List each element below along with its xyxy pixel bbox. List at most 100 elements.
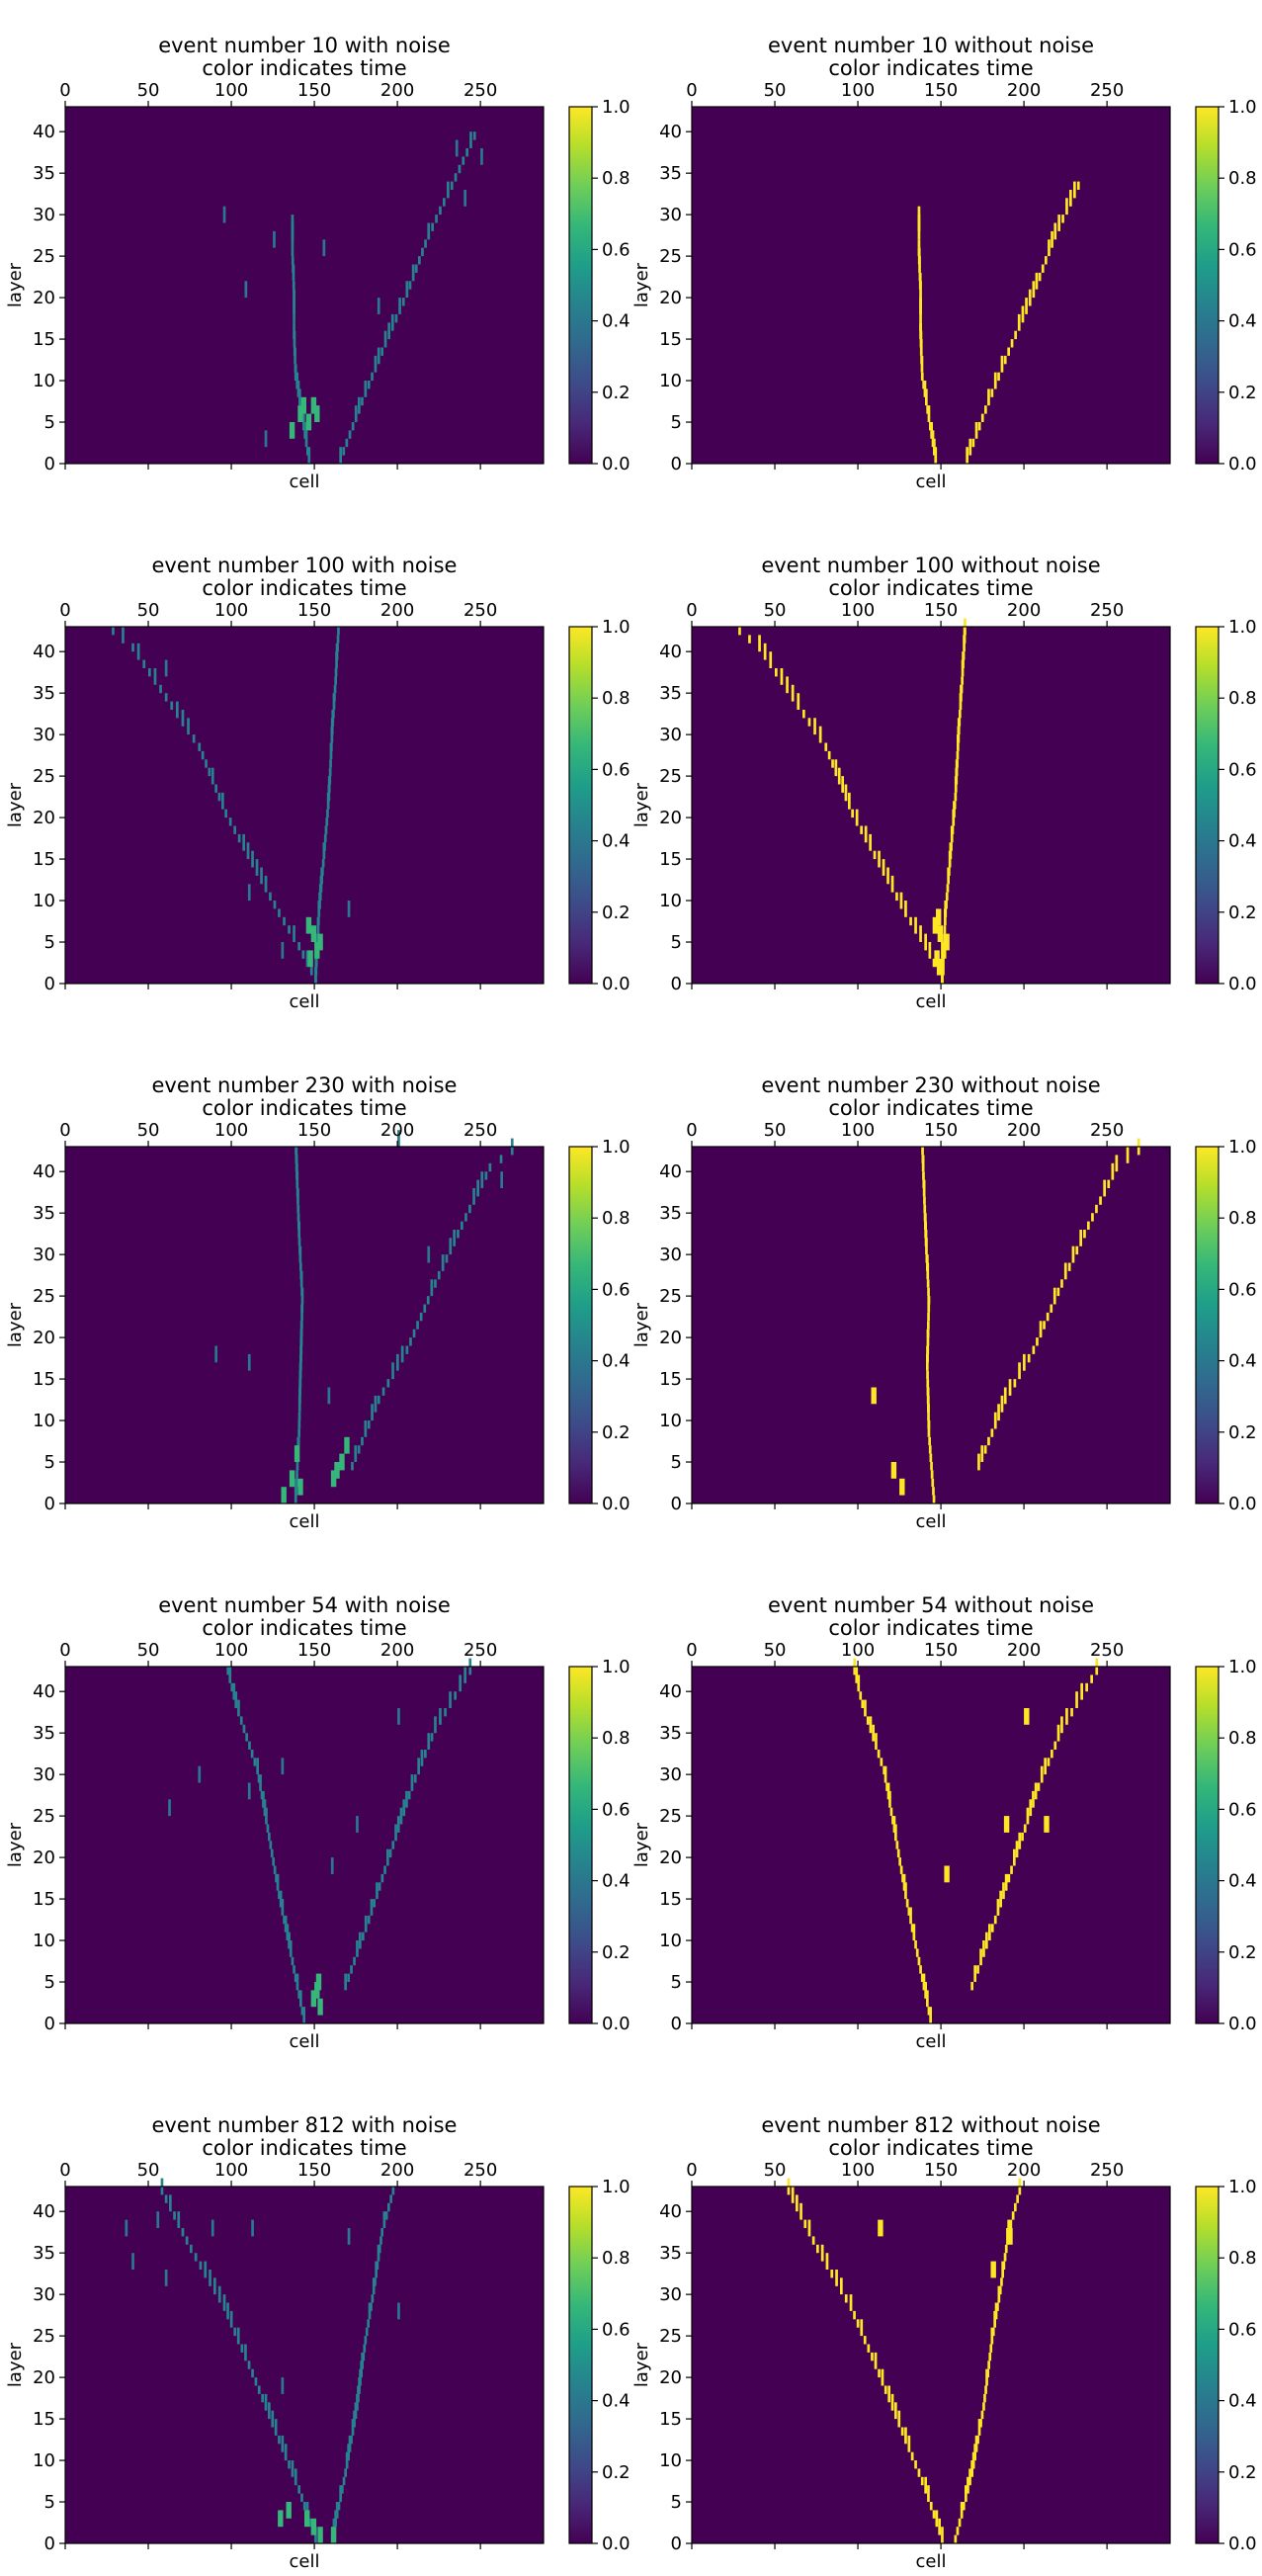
track-hit — [377, 1395, 380, 1405]
track-hit — [294, 2468, 297, 2486]
track-hit — [786, 676, 789, 694]
track-hit — [362, 2352, 366, 2361]
track-hit — [336, 643, 339, 652]
track-hit — [1067, 1262, 1071, 1271]
track-hit — [294, 364, 297, 373]
track-hit — [170, 701, 174, 710]
track-hit — [461, 1221, 463, 1230]
track-hit — [860, 2319, 864, 2337]
track-hit — [1052, 1287, 1056, 1305]
x-tick-label: 0 — [686, 2160, 697, 2181]
track-hit — [807, 718, 811, 727]
track-hit — [1051, 1750, 1053, 1759]
colorbar-tick-label: 0.6 — [602, 2319, 631, 2340]
y-tick-label: 20 — [659, 288, 682, 308]
track-hit — [357, 1445, 361, 1454]
track-hit — [272, 1857, 275, 1866]
track-hit — [924, 2476, 927, 2494]
track-hit — [988, 1924, 991, 1941]
track-hit — [298, 388, 301, 406]
y-tick-label: 40 — [33, 1161, 55, 1182]
track-hit — [926, 1345, 930, 1354]
y-tick-label: 5 — [671, 1452, 682, 1473]
colorbar-tick-label: 1.0 — [1228, 617, 1257, 638]
colorbar-tick-label: 0.2 — [1228, 383, 1257, 403]
track-hit — [917, 1956, 921, 1966]
y-tick-label: 5 — [671, 932, 682, 953]
track-hit — [963, 635, 966, 652]
track-hit — [259, 1774, 262, 1791]
y-tick-label: 10 — [33, 1411, 55, 1431]
track-hit — [1029, 1799, 1033, 1817]
track-hit — [380, 2228, 383, 2237]
track-hit — [1126, 1147, 1130, 1163]
track-hit — [271, 2410, 275, 2428]
track-hit — [437, 1270, 441, 1280]
track-hit — [351, 2419, 355, 2436]
track-hit — [1021, 305, 1025, 323]
track-hit — [430, 1733, 434, 1742]
x-tick-label: 100 — [214, 1120, 248, 1141]
track-hit — [914, 1940, 917, 1949]
plot-frame — [64, 1666, 545, 2024]
track-hit — [1063, 1262, 1067, 1280]
plot-frame — [691, 1666, 1171, 2024]
track-hit — [945, 901, 948, 909]
track-hit — [383, 1865, 386, 1874]
colorbar-tick-label: 1.0 — [602, 617, 631, 638]
track-hit — [326, 792, 330, 810]
track-hit — [873, 850, 877, 860]
track-hit — [871, 2352, 874, 2361]
x-tick-label: 0 — [686, 80, 697, 101]
track-hit — [348, 430, 352, 439]
track-hit — [849, 2294, 853, 2311]
track-hit — [926, 405, 929, 414]
colorbar-tick-label: 0.8 — [602, 168, 631, 189]
x-tick-label: 250 — [1090, 600, 1124, 621]
track-hit — [364, 381, 368, 397]
chart-title: event number 100 with noise — [152, 554, 458, 577]
track-hit — [356, 1940, 359, 1957]
track-hit — [295, 1973, 299, 1991]
track-hit — [391, 1841, 395, 1849]
y-tick-label: 25 — [33, 246, 55, 267]
track-hit — [230, 1682, 234, 1692]
track-hit — [411, 264, 415, 282]
track-hit — [299, 1270, 303, 1280]
track-hit — [297, 1990, 300, 1999]
track-hit — [956, 750, 960, 760]
cluster-hit — [289, 422, 295, 439]
y-tick-label: 40 — [33, 122, 55, 142]
track-hit — [399, 1807, 403, 1825]
x-tick-label: 150 — [297, 1640, 331, 1661]
track-hit — [413, 1774, 417, 1783]
track-hit — [449, 1238, 453, 1255]
cluster-hit — [317, 1998, 323, 2016]
x-tick-label: 200 — [380, 1120, 414, 1141]
track-hit — [201, 750, 205, 760]
track-hit — [811, 2236, 815, 2245]
track-hit — [367, 2319, 370, 2328]
x-axis-label: cell — [290, 472, 320, 492]
track-hit — [925, 1254, 929, 1263]
track-hit — [329, 759, 332, 768]
y-tick-label: 30 — [33, 205, 55, 225]
noise-hit — [327, 1387, 331, 1405]
track-hit — [919, 322, 922, 331]
track-hit — [928, 942, 932, 959]
track-hit — [388, 1848, 392, 1858]
track-hit — [1085, 1682, 1088, 1692]
track-hit — [931, 430, 935, 448]
track-hit — [424, 239, 427, 248]
track-hit — [1002, 1882, 1005, 1900]
track-hit — [386, 1848, 389, 1866]
track-hit — [895, 892, 898, 902]
colorbar-tick-label: 1.0 — [1228, 1137, 1257, 1158]
track-hit — [276, 1873, 280, 1891]
colorbar-tick-label: 0.6 — [1228, 759, 1257, 780]
track-hit — [233, 2327, 237, 2337]
track-hit — [915, 1948, 919, 1957]
track-hit — [837, 767, 841, 785]
track-hit — [443, 198, 446, 207]
x-tick-label: 0 — [59, 80, 70, 101]
